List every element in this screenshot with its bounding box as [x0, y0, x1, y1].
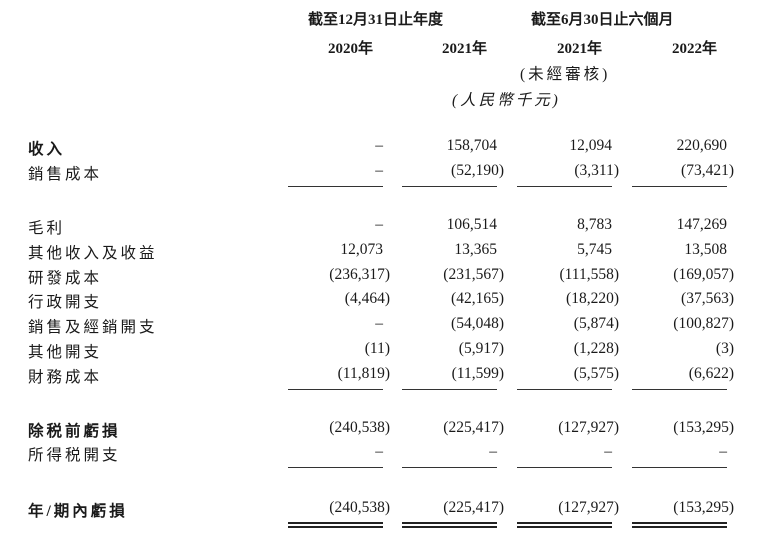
row-label: 其他開支: [28, 344, 103, 361]
header-group-six-months: 截至6月30日止六個月: [531, 12, 674, 28]
cell-value: (3): [715, 340, 734, 357]
row-label: 除税前虧損: [28, 423, 121, 440]
row-label: 其他收入及收益: [28, 245, 158, 262]
cell-value: 12,094: [569, 137, 612, 154]
cell-value: –: [604, 443, 612, 460]
cell-value: (1,228): [573, 340, 619, 357]
cell-value: (42,165): [451, 290, 504, 307]
subtotal-rule: [517, 467, 612, 468]
cell-value: –: [375, 137, 383, 154]
cell-value: (169,057): [673, 266, 734, 283]
cell-value: (11,819): [337, 365, 390, 382]
cell-value: (37,563): [681, 290, 734, 307]
cell-value: 5,745: [577, 241, 612, 258]
subtotal-rule: [402, 186, 497, 187]
row-label: 財務成本: [28, 369, 103, 386]
row-label: 銷售成本: [28, 166, 103, 183]
cell-value: –: [375, 443, 383, 460]
subtotal-rule: [632, 389, 727, 390]
cell-value: (11): [364, 340, 390, 357]
cell-value: –: [375, 162, 383, 179]
cell-value: (240,538): [329, 419, 390, 436]
subtotal-rule: [632, 186, 727, 187]
subtotal-rule: [517, 389, 612, 390]
cell-value: (5,874): [573, 315, 619, 332]
cell-value: (153,295): [673, 499, 734, 516]
cell-value: 106,514: [446, 216, 497, 233]
cell-value: (240,538): [329, 499, 390, 516]
header-group-year: 截至12月31日止年度: [308, 12, 444, 28]
cell-value: 8,783: [577, 216, 612, 233]
cell-value: (11,599): [451, 365, 504, 382]
cell-value: (18,220): [566, 290, 619, 307]
total-double-rule: [402, 522, 497, 528]
column-header-2020: 2020年: [328, 41, 374, 57]
row-label: 研發成本: [28, 270, 103, 287]
row-label: 毛利: [28, 220, 66, 237]
cell-value: –: [489, 443, 497, 460]
total-double-rule: [632, 522, 727, 528]
total-double-rule: [288, 522, 383, 528]
cell-value: 158,704: [446, 137, 497, 154]
subtotal-rule: [288, 389, 383, 390]
cell-value: –: [375, 216, 383, 233]
cell-value: 147,269: [676, 216, 727, 233]
cell-value: 13,508: [684, 241, 727, 258]
cell-value: (236,317): [329, 266, 390, 283]
cell-value: 13,365: [454, 241, 497, 258]
cell-value: (3,311): [574, 162, 619, 179]
cell-value: (225,417): [443, 499, 504, 516]
cell-value: (5,917): [458, 340, 504, 357]
unit-note: (人民幣千元): [452, 92, 561, 109]
cell-value: –: [719, 443, 727, 460]
column-header-2021-h1: 2021年: [557, 41, 603, 57]
cell-value: (127,927): [558, 419, 619, 436]
subtotal-rule: [288, 467, 383, 468]
row-label: 收入: [28, 141, 66, 158]
cell-value: (225,417): [443, 419, 504, 436]
cell-value: (153,295): [673, 419, 734, 436]
row-label: 行政開支: [28, 294, 103, 311]
subtotal-rule: [632, 467, 727, 468]
cell-value: (73,421): [681, 162, 734, 179]
cell-value: (100,827): [673, 315, 734, 332]
unaudited-note: (未經審核): [520, 66, 611, 83]
subtotal-rule: [402, 389, 497, 390]
row-label: 銷售及經銷開支: [28, 319, 158, 336]
cell-value: 12,073: [340, 241, 383, 258]
subtotal-rule: [288, 186, 383, 187]
column-header-2021: 2021年: [442, 41, 488, 57]
cell-value: (127,927): [558, 499, 619, 516]
cell-value: (111,558): [559, 266, 619, 283]
cell-value: (52,190): [451, 162, 504, 179]
column-header-2022-h1: 2022年: [672, 41, 718, 57]
cell-value: (5,575): [573, 365, 619, 382]
subtotal-rule: [402, 467, 497, 468]
subtotal-rule: [517, 186, 612, 187]
row-label: 年/期內虧損: [28, 503, 128, 520]
cell-value: (54,048): [451, 315, 504, 332]
cell-value: (4,464): [344, 290, 390, 307]
total-double-rule: [517, 522, 612, 528]
row-label: 所得税開支: [28, 447, 121, 464]
cell-value: 220,690: [676, 137, 727, 154]
cell-value: –: [375, 315, 383, 332]
cell-value: (6,622): [688, 365, 734, 382]
cell-value: (231,567): [443, 266, 504, 283]
